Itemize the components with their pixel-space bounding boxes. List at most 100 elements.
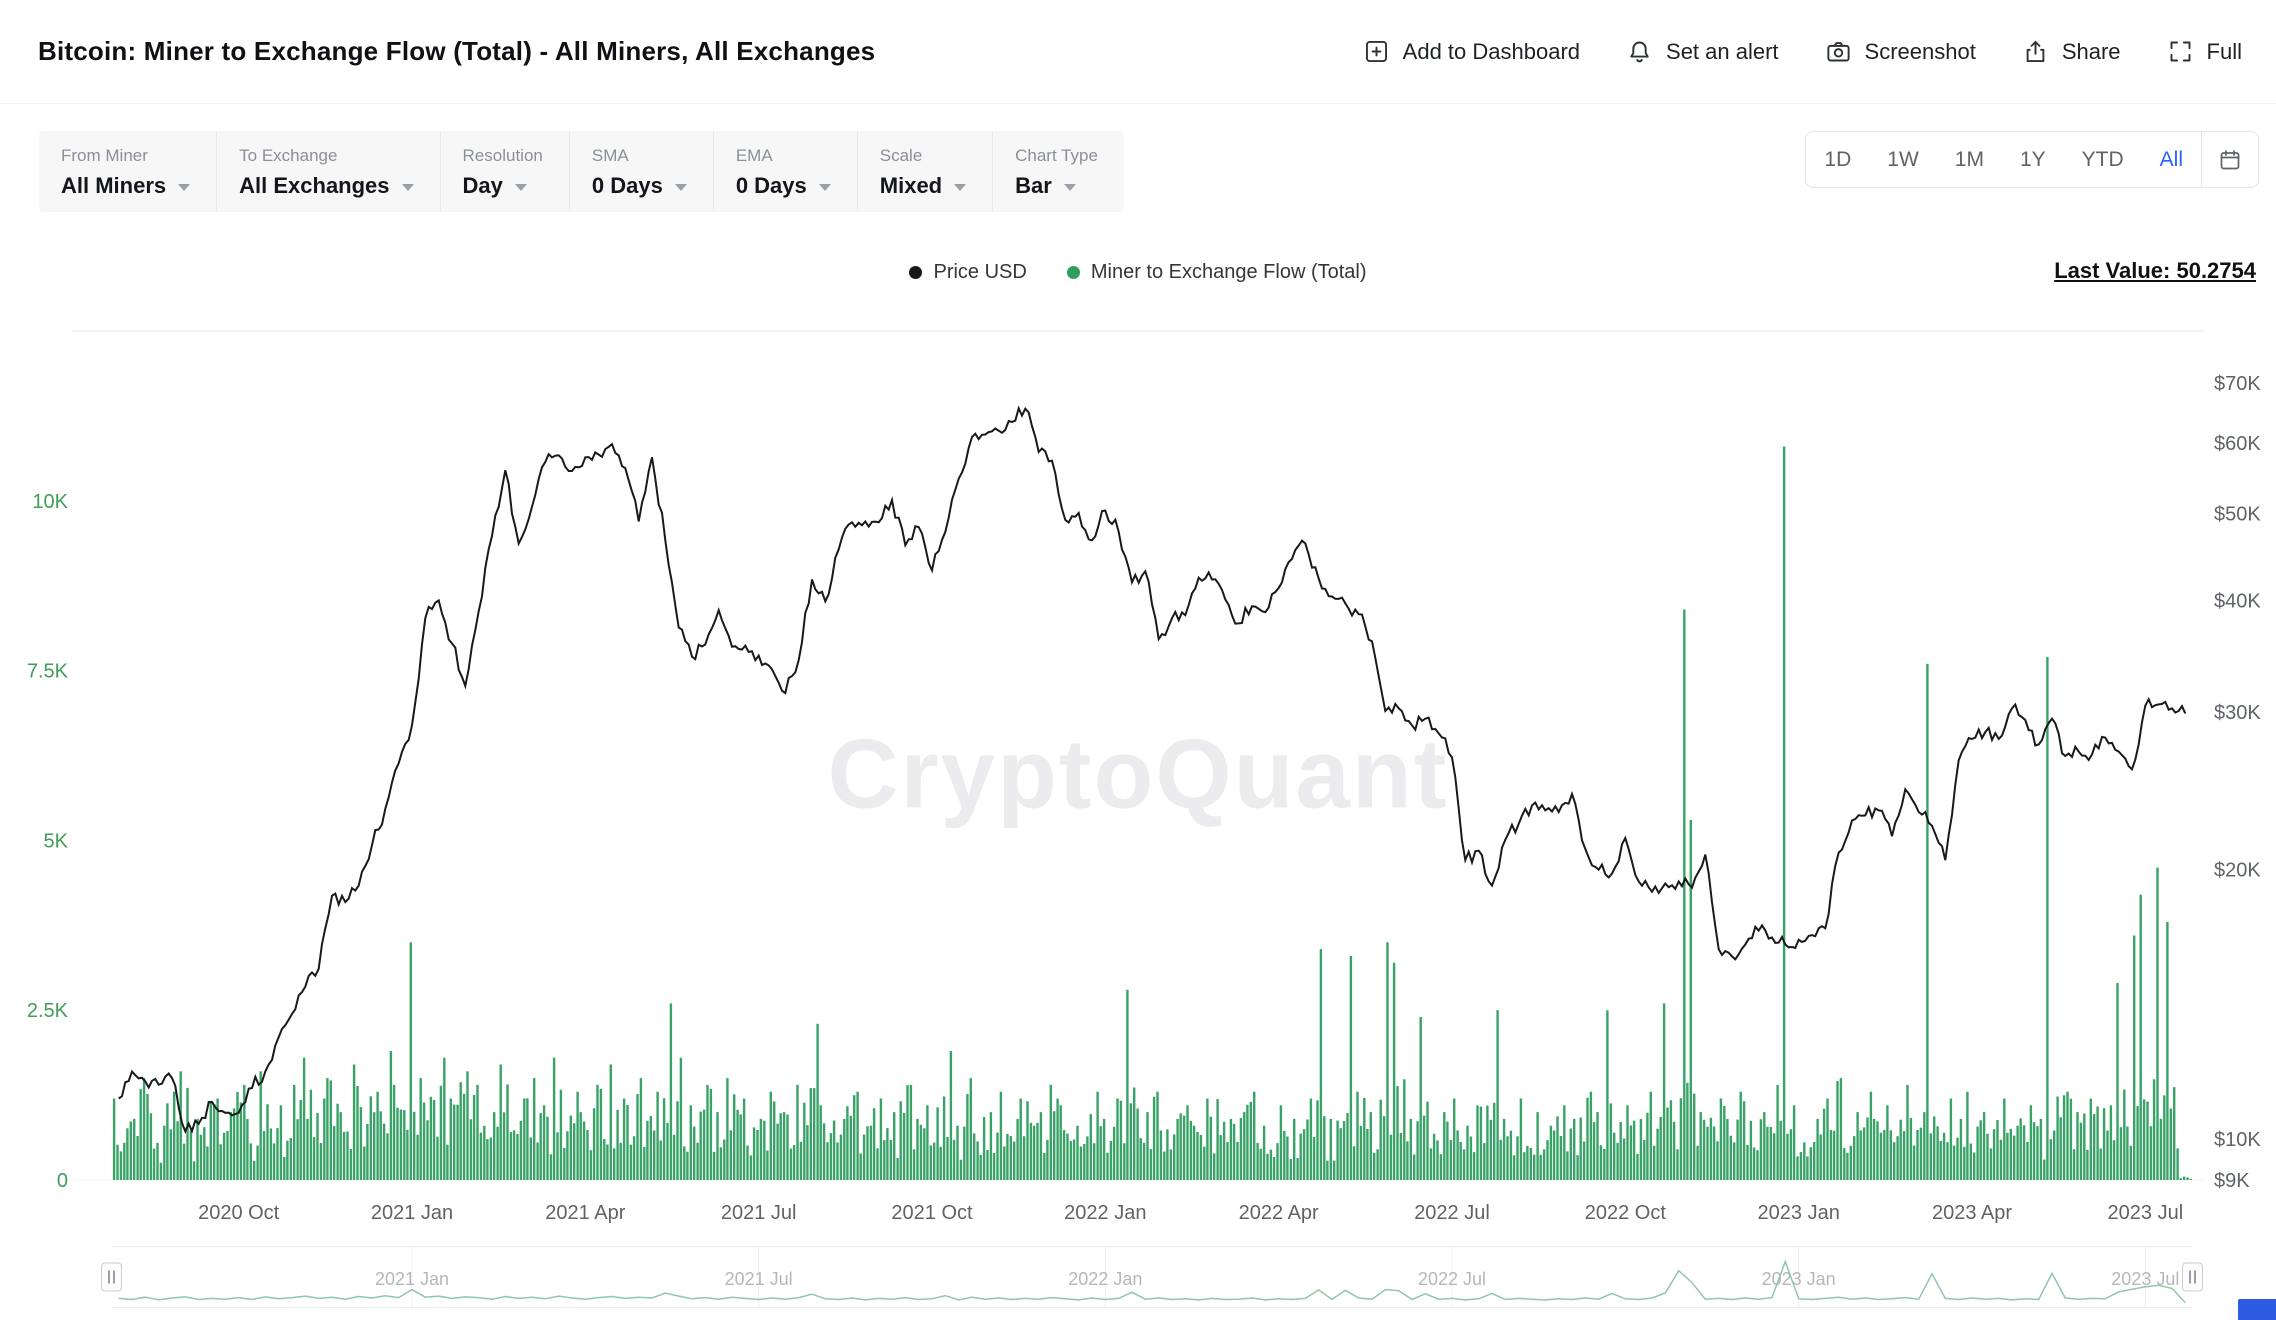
svg-text:2022 Oct: 2022 Oct [1585, 1202, 1667, 1224]
chevron-down-icon [514, 184, 527, 191]
svg-text:2022 Jan: 2022 Jan [1068, 1269, 1142, 1289]
chart-area[interactable]: CryptoQuant 0 2.5K 5K 7.5K 10K $9K $10K $20K $30… [0, 300, 2276, 1230]
navigator[interactable]: 2021 Jan 2021 Jul 2022 Jan 2022 Jul 2023 Jan… [101, 1246, 2203, 1309]
range-selector: 1D 1W 1M 1Y YTD All [1805, 131, 2259, 188]
svg-text:7.5K: 7.5K [27, 661, 69, 683]
add-to-dashboard-button[interactable]: Add to Dashboard [1363, 38, 1580, 65]
calendar-icon [2220, 149, 2240, 169]
bell-icon [1630, 41, 1649, 63]
filter-chart-type[interactable]: Chart Type Bar [993, 131, 1124, 212]
svg-text:2022 Jul: 2022 Jul [1418, 1269, 1486, 1289]
svg-text:2021 Jul: 2021 Jul [725, 1269, 793, 1289]
svg-text:5K: 5K [44, 830, 69, 852]
filter-value: Day [463, 173, 543, 199]
chevron-down-icon [674, 184, 687, 191]
filter-value: All Miners [61, 173, 191, 199]
filter-sma[interactable]: SMA 0 Days [570, 131, 714, 212]
range-1d[interactable]: 1D [1806, 132, 1869, 187]
share-button[interactable]: Share [2022, 38, 2121, 65]
filter-label: To Exchange [239, 146, 338, 165]
filter-resolution[interactable]: Resolution Day [441, 131, 570, 212]
chevron-down-icon [954, 184, 967, 191]
toolbar: From Miner All Miners To Exchange All Ex… [0, 104, 2276, 212]
filter-label: Scale [879, 146, 923, 165]
filter-to-exchange[interactable]: To Exchange All Exchanges [217, 131, 441, 212]
range-all[interactable]: All [2142, 132, 2201, 187]
legend-price-usd[interactable]: Price USD [909, 260, 1027, 284]
filter-label: Chart Type [1015, 146, 1098, 165]
price-line [118, 405, 2187, 1135]
navigator-left-handle[interactable] [101, 1262, 122, 1292]
filter-bar: From Miner All Miners To Exchange All Ex… [39, 131, 1124, 212]
calendar-button[interactable] [2201, 132, 2258, 187]
range-ytd[interactable]: YTD [2064, 132, 2142, 187]
svg-text:2.5K: 2.5K [27, 1000, 69, 1022]
screenshot-button[interactable]: Screenshot [1825, 38, 1976, 65]
legend: Price USD Miner to Exchange Flow (Total)… [0, 256, 2276, 288]
main-chart[interactable]: 0 2.5K 5K 7.5K 10K $9K $10K $20K $30K $40K $50K $60… [0, 300, 2276, 1230]
svg-text:$9K: $9K [2214, 1170, 2250, 1192]
header: Bitcoin: Miner to Exchange Flow (Total) … [0, 0, 2276, 104]
filter-ema[interactable]: EMA 0 Days [714, 131, 858, 212]
svg-text:$70K: $70K [2214, 373, 2261, 395]
filter-scale[interactable]: Scale Mixed [858, 131, 994, 212]
filter-label: From Miner [61, 146, 148, 165]
fullscreen-button[interactable]: Full [2167, 38, 2242, 65]
svg-text:2021 Oct: 2021 Oct [891, 1202, 973, 1224]
svg-text:2022 Apr: 2022 Apr [1239, 1202, 1319, 1224]
svg-text:2020 Oct: 2020 Oct [198, 1202, 280, 1224]
chevron-down-icon [401, 184, 414, 191]
svg-text:2023 Apr: 2023 Apr [1932, 1202, 2012, 1224]
navigator-chart[interactable]: 2021 Jan 2021 Jul 2022 Jan 2022 Jul 2023 Jan… [112, 1247, 2192, 1309]
last-value-link[interactable]: Last Value: 50.2754 [2054, 258, 2256, 283]
legend-label: Price USD [933, 260, 1027, 283]
page-title: Bitcoin: Miner to Exchange Flow (Total) … [38, 36, 876, 66]
chevron-down-icon [178, 184, 191, 191]
navigator-flow-line [118, 1259, 2186, 1304]
screenshot-label: Screenshot [1864, 38, 1976, 64]
range-1m[interactable]: 1M [1937, 132, 2002, 187]
set-alert-button[interactable]: Set an alert [1626, 38, 1779, 65]
filter-value-text: All Exchanges [239, 173, 390, 198]
add-to-dashboard-label: Add to Dashboard [1402, 38, 1581, 64]
filter-value-text: 0 Days [735, 173, 807, 198]
set-alert-label: Set an alert [1666, 38, 1779, 64]
svg-text:$10K: $10K [2214, 1129, 2261, 1151]
svg-text:2022 Jan: 2022 Jan [1064, 1202, 1146, 1224]
grip-icon [108, 1270, 115, 1284]
legend-miner-flow[interactable]: Miner to Exchange Flow (Total) [1066, 260, 1367, 284]
filter-label: EMA [735, 146, 773, 165]
range-1w[interactable]: 1W [1869, 132, 1937, 187]
header-actions: Add to Dashboard Set an alert Screenshot… [1363, 38, 2242, 65]
navigator-end-marker [2238, 1299, 2276, 1320]
filter-value: 0 Days [592, 173, 687, 199]
filter-value: 0 Days [736, 173, 831, 199]
filter-value: Mixed [879, 173, 967, 199]
filter-value-text: Day [462, 173, 503, 198]
svg-text:2022 Jul: 2022 Jul [1414, 1202, 1490, 1224]
filter-label: Resolution [462, 146, 543, 165]
grip-icon [2189, 1270, 2196, 1284]
svg-text:0: 0 [57, 1170, 68, 1192]
flow-series-dot [1066, 265, 1080, 279]
dashboard-add-icon [1365, 40, 1387, 63]
filter-value-text: All Miners [61, 173, 167, 198]
filter-value: All Exchanges [239, 173, 414, 199]
navigator-right-handle[interactable] [2182, 1262, 2203, 1292]
svg-text:2023 Jul: 2023 Jul [2111, 1269, 2179, 1289]
svg-text:$30K: $30K [2214, 702, 2261, 724]
svg-text:2021 Jan: 2021 Jan [371, 1202, 453, 1224]
filter-value-text: Mixed [879, 173, 943, 198]
filter-from-miner[interactable]: From Miner All Miners [39, 131, 218, 212]
legend-items: Price USD Miner to Exchange Flow (Total) [0, 256, 2276, 288]
share-icon [2026, 40, 2045, 63]
filter-value: Bar [1015, 173, 1098, 199]
svg-text:$20K: $20K [2214, 860, 2261, 882]
filter-value-text: 0 Days [591, 173, 663, 198]
svg-text:2021 Jan: 2021 Jan [375, 1269, 449, 1289]
svg-text:2021 Jul: 2021 Jul [721, 1202, 797, 1224]
share-label: Share [2061, 38, 2121, 64]
range-1y[interactable]: 1Y [2002, 132, 2064, 187]
chevron-down-icon [1063, 184, 1076, 191]
legend-label: Miner to Exchange Flow (Total) [1090, 260, 1367, 283]
